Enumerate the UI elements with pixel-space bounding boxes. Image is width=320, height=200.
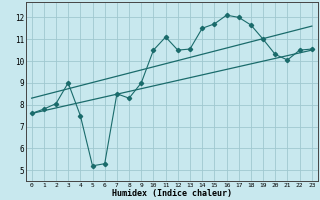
X-axis label: Humidex (Indice chaleur): Humidex (Indice chaleur) — [112, 189, 232, 198]
